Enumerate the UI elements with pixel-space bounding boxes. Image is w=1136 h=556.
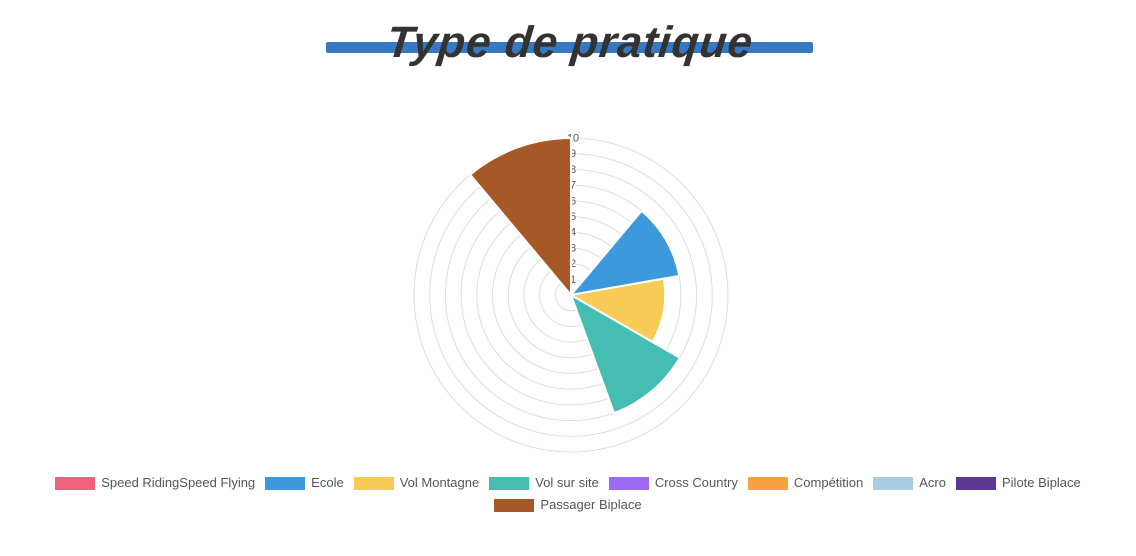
legend-item-ecole[interactable]: Ecole [260, 476, 349, 490]
radial-tick-label: 1 [570, 274, 576, 286]
polar-area-chart: 1 2 3 4 5 6 7 8 9 10 [401, 125, 741, 465]
radial-tick-label: 4 [570, 227, 576, 239]
legend-label: Speed Riding [101, 475, 180, 490]
legend-item-vol-montagne[interactable]: Vol Montagne [349, 476, 485, 490]
legend-item-acro[interactable]: Acro [868, 476, 951, 490]
legend-swatch [55, 476, 96, 490]
legend-swatch [873, 476, 914, 490]
radial-tick-label: 6 [570, 195, 576, 207]
legend-swatch [608, 476, 649, 490]
page-title: Type de pratique [384, 18, 756, 67]
sector-ecole[interactable] [568, 209, 681, 297]
legend-label: Vol Montagne [399, 475, 480, 490]
sector-vol-montagne[interactable] [568, 277, 667, 344]
radial-tick-label: 3 [570, 242, 576, 254]
legend-row: Passager Biplace [489, 498, 646, 512]
legend-label: Ecole [311, 475, 344, 490]
legend-label: Pilote Biplace [1002, 475, 1081, 490]
radial-tick-label: 5 [570, 211, 576, 223]
legend-swatch [494, 498, 535, 512]
sector-passager-biplace[interactable] [468, 136, 572, 298]
radial-tick-label: 7 [570, 180, 576, 192]
sector-vol-sur-site[interactable] [569, 292, 682, 415]
radial-tick-label: 8 [570, 164, 576, 176]
chart-legend: Speed Riding Speed Flying Ecole Vol Montagn… [0, 476, 1136, 512]
legend-label: Speed Flying [179, 475, 256, 490]
legend-swatch [265, 476, 306, 490]
legend-item-vol-sur-site[interactable]: Vol sur site [484, 476, 604, 490]
legend-item-speed-flying[interactable]: Speed Flying [179, 476, 260, 490]
legend-label: Cross Country [654, 475, 738, 490]
legend-swatch [956, 476, 996, 490]
legend-swatch [353, 476, 394, 490]
legend-label: Vol sur site [535, 475, 599, 490]
legend-item-cross-country[interactable]: Cross Country [604, 476, 743, 490]
title-accent-bar [326, 42, 813, 53]
legend-swatch [747, 476, 788, 490]
legend-label: Passager Biplace [540, 497, 642, 512]
legend-swatch [489, 476, 530, 490]
legend-item-comp-tition[interactable]: Compétition [743, 476, 868, 490]
legend-row: Speed Riding Speed Flying Ecole Vol Montagn… [50, 476, 1086, 490]
radial-tick-label: 9 [570, 148, 576, 160]
radial-tick-label: 2 [570, 258, 576, 270]
legend-item-pilote-biplace[interactable]: Pilote Biplace [951, 476, 1086, 490]
legend-label: Acro [919, 475, 946, 490]
legend-label: Compétition [793, 475, 864, 490]
legend-item-passager-biplace[interactable]: Passager Biplace [489, 498, 646, 512]
chart-header: Type de pratique [0, 0, 1136, 90]
legend-item-speed-riding[interactable]: Speed Riding [50, 476, 179, 490]
